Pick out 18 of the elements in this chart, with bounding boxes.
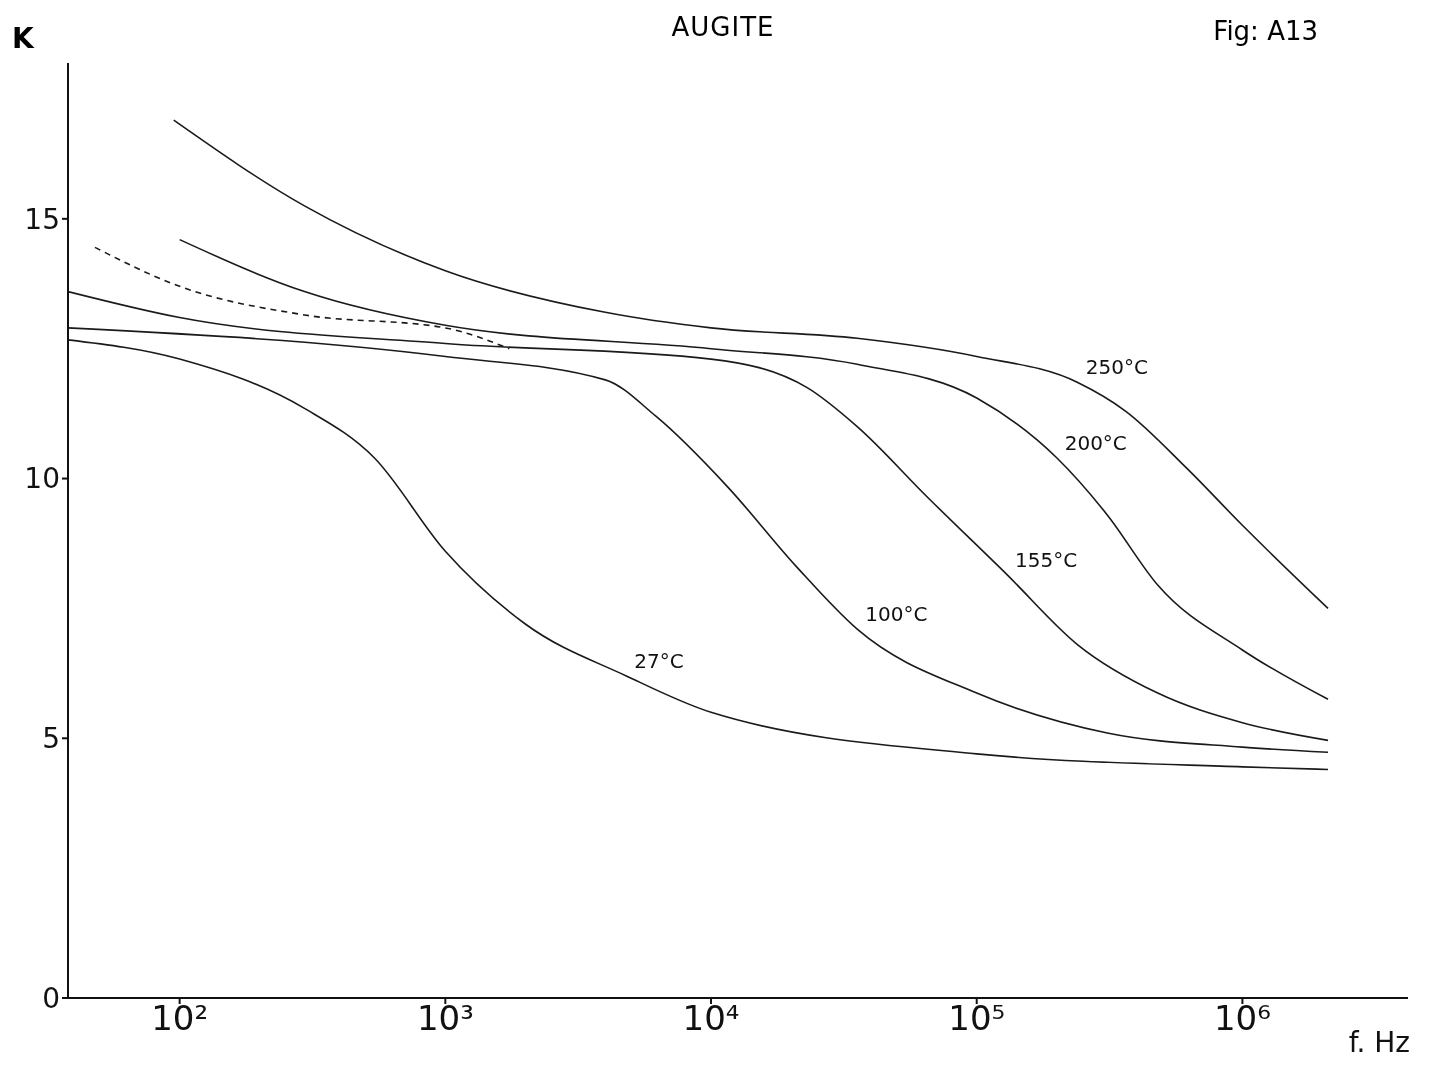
x-tick-label: 10⁴ bbox=[682, 998, 740, 1039]
x-axis-title: f. Hz bbox=[1348, 1026, 1410, 1059]
series-label: 250°C bbox=[1085, 355, 1148, 380]
y-tick-label: 5 bbox=[42, 722, 60, 756]
x-tick-label: 10⁶ bbox=[1213, 998, 1271, 1039]
y-tick-label: 0 bbox=[42, 981, 60, 1015]
y-tick-label: 10 bbox=[24, 462, 60, 496]
y-axis-title: K bbox=[12, 22, 34, 55]
series-label: 155°C bbox=[1014, 547, 1078, 572]
x-tick-label: 10⁵ bbox=[948, 998, 1006, 1039]
series-label: 200°C bbox=[1064, 430, 1127, 455]
x-tick-label: 10³ bbox=[416, 998, 474, 1039]
chart-title: AUGITE bbox=[671, 12, 775, 42]
y-tick-label: 15 bbox=[24, 202, 60, 236]
series-label: 100°C bbox=[865, 602, 928, 627]
text: Fig: A13 bbox=[1213, 16, 1318, 46]
series-label: 27°C bbox=[634, 648, 684, 673]
x-tick-label: 10² bbox=[151, 998, 209, 1039]
